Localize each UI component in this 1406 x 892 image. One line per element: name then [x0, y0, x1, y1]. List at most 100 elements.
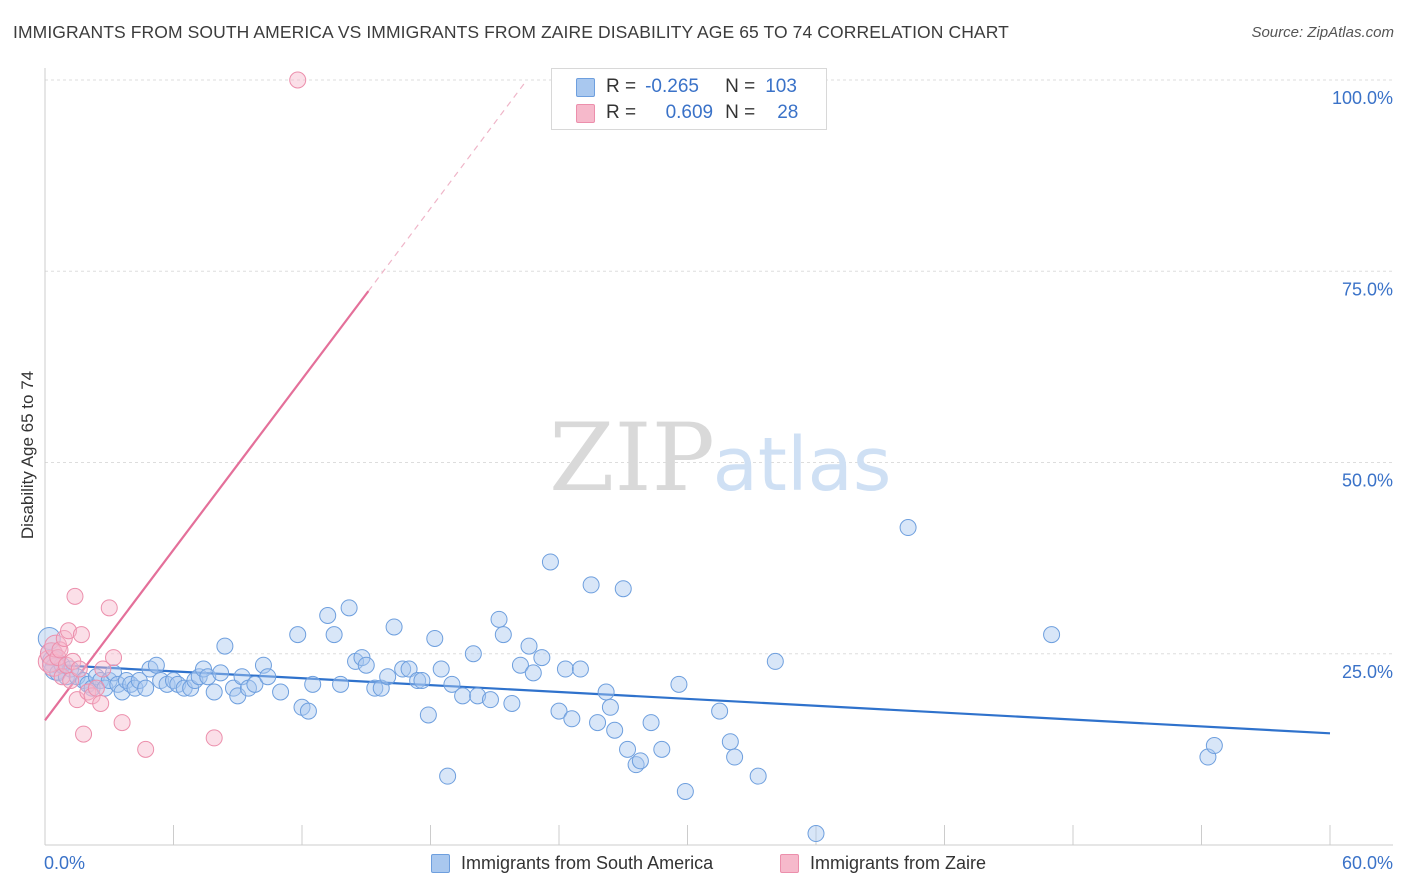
point-south-america — [631, 752, 649, 770]
point-south-america — [726, 748, 744, 766]
point-south-america — [711, 702, 729, 720]
point-south-america — [332, 675, 350, 693]
point-south-america — [524, 664, 542, 682]
point-south-america — [304, 675, 322, 693]
point-south-america — [325, 626, 343, 644]
point-south-america — [1205, 737, 1223, 755]
point-south-america — [899, 519, 917, 537]
point-south-america — [190, 668, 208, 686]
point-south-america — [394, 660, 412, 678]
legend-label-south-america: Immigrants from South America — [461, 853, 714, 873]
point-south-america — [432, 660, 450, 678]
point-zaire — [137, 740, 155, 758]
correlation-legend: R = -0.265 N = 103 R = 0.609 N = 28 — [551, 68, 827, 130]
point-south-america — [109, 675, 127, 693]
y-axis-label-wrap: Disability Age 65 to 74 — [16, 280, 40, 630]
legend-swatch-blue — [576, 77, 595, 97]
point-south-america — [556, 660, 574, 678]
point-south-america — [357, 656, 375, 674]
point-zaire — [66, 587, 84, 605]
point-zaire — [87, 679, 105, 697]
point-south-america — [254, 656, 272, 674]
legend-row-zaire: R = 0.609 N = 28 — [576, 100, 798, 126]
y-tick-label: 50.0% — [1342, 471, 1393, 491]
legend-row-south-america: R = -0.265 N = 103 — [576, 74, 797, 100]
point-south-america — [413, 672, 431, 690]
watermark-zip: ZIP — [549, 404, 715, 513]
legend-n-value: 103 — [765, 76, 797, 97]
point-south-america — [481, 691, 499, 709]
point-zaire — [51, 641, 69, 659]
point-south-america — [224, 679, 242, 697]
point-zaire — [39, 642, 63, 666]
legend-swatch-blue — [431, 854, 450, 873]
point-south-america — [194, 660, 212, 678]
point-south-america — [520, 637, 538, 655]
point-south-america — [340, 599, 358, 617]
point-south-america — [426, 629, 444, 647]
legend-n-value: 28 — [777, 102, 799, 123]
y-axis-label: Disability Age 65 to 74 — [18, 370, 37, 540]
point-south-america — [614, 580, 632, 598]
point-zaire — [62, 672, 80, 690]
x-tick-label-max: 60.0% — [1342, 853, 1393, 873]
legend-r-value: 0.609 — [665, 102, 714, 123]
point-zaire — [72, 626, 90, 644]
legend-item-south-america[interactable]: Immigrants from South America — [431, 853, 713, 874]
point-south-america — [571, 660, 589, 678]
point-south-america — [490, 610, 508, 628]
point-zaire — [75, 725, 93, 743]
point-south-america — [749, 767, 767, 785]
legend-r-label: R = — [606, 76, 637, 97]
point-south-america — [409, 672, 427, 690]
watermark-atlas: atlas — [713, 422, 892, 508]
trend-line-zaire — [44, 290, 370, 721]
point-zaire — [105, 649, 123, 667]
point-south-america — [246, 675, 264, 693]
point-south-america — [503, 694, 521, 712]
point-zaire — [55, 629, 73, 647]
point-south-america — [385, 618, 403, 636]
trend-line-south-america — [44, 663, 1331, 735]
point-south-america — [550, 702, 568, 720]
point-south-america — [469, 687, 487, 705]
point-zaire — [100, 599, 118, 617]
point-south-america — [212, 664, 230, 682]
point-south-america — [379, 668, 397, 686]
point-south-america — [366, 679, 384, 697]
point-south-america — [670, 675, 688, 693]
point-south-america — [721, 733, 739, 751]
point-south-america — [1043, 626, 1061, 644]
data-points — [37, 71, 1223, 843]
point-south-america — [205, 683, 223, 701]
legend-swatch-pink — [576, 103, 595, 123]
point-south-america — [464, 645, 482, 663]
point-south-america — [439, 767, 457, 785]
trend-extension-zaire — [367, 79, 528, 292]
trend-lines — [44, 79, 1331, 735]
point-south-america — [289, 626, 307, 644]
point-south-america — [319, 607, 337, 624]
point-zaire — [53, 668, 71, 686]
y-tick-label: 75.0% — [1342, 279, 1393, 299]
point-south-america — [563, 710, 581, 728]
point-south-america — [766, 652, 784, 670]
point-zaire — [113, 714, 131, 732]
point-south-america — [642, 714, 660, 732]
point-south-america — [454, 687, 472, 705]
point-south-america — [676, 782, 694, 800]
legend-item-zaire[interactable]: Immigrants from Zaire — [780, 853, 986, 874]
point-south-america — [353, 649, 371, 667]
tick-labels: 25.0% 50.0% 75.0% 100.0% 0.0% 60.0% — [44, 88, 1393, 873]
source-label: Source: ZipAtlas.com — [1251, 24, 1394, 41]
point-south-america — [653, 740, 671, 758]
point-south-america — [259, 668, 277, 686]
point-south-america — [443, 675, 461, 693]
point-zaire — [289, 71, 307, 89]
point-zaire — [60, 622, 78, 640]
point-south-america — [541, 553, 559, 571]
point-south-america — [589, 714, 607, 732]
point-zaire — [70, 660, 88, 678]
point-south-america — [606, 721, 624, 739]
